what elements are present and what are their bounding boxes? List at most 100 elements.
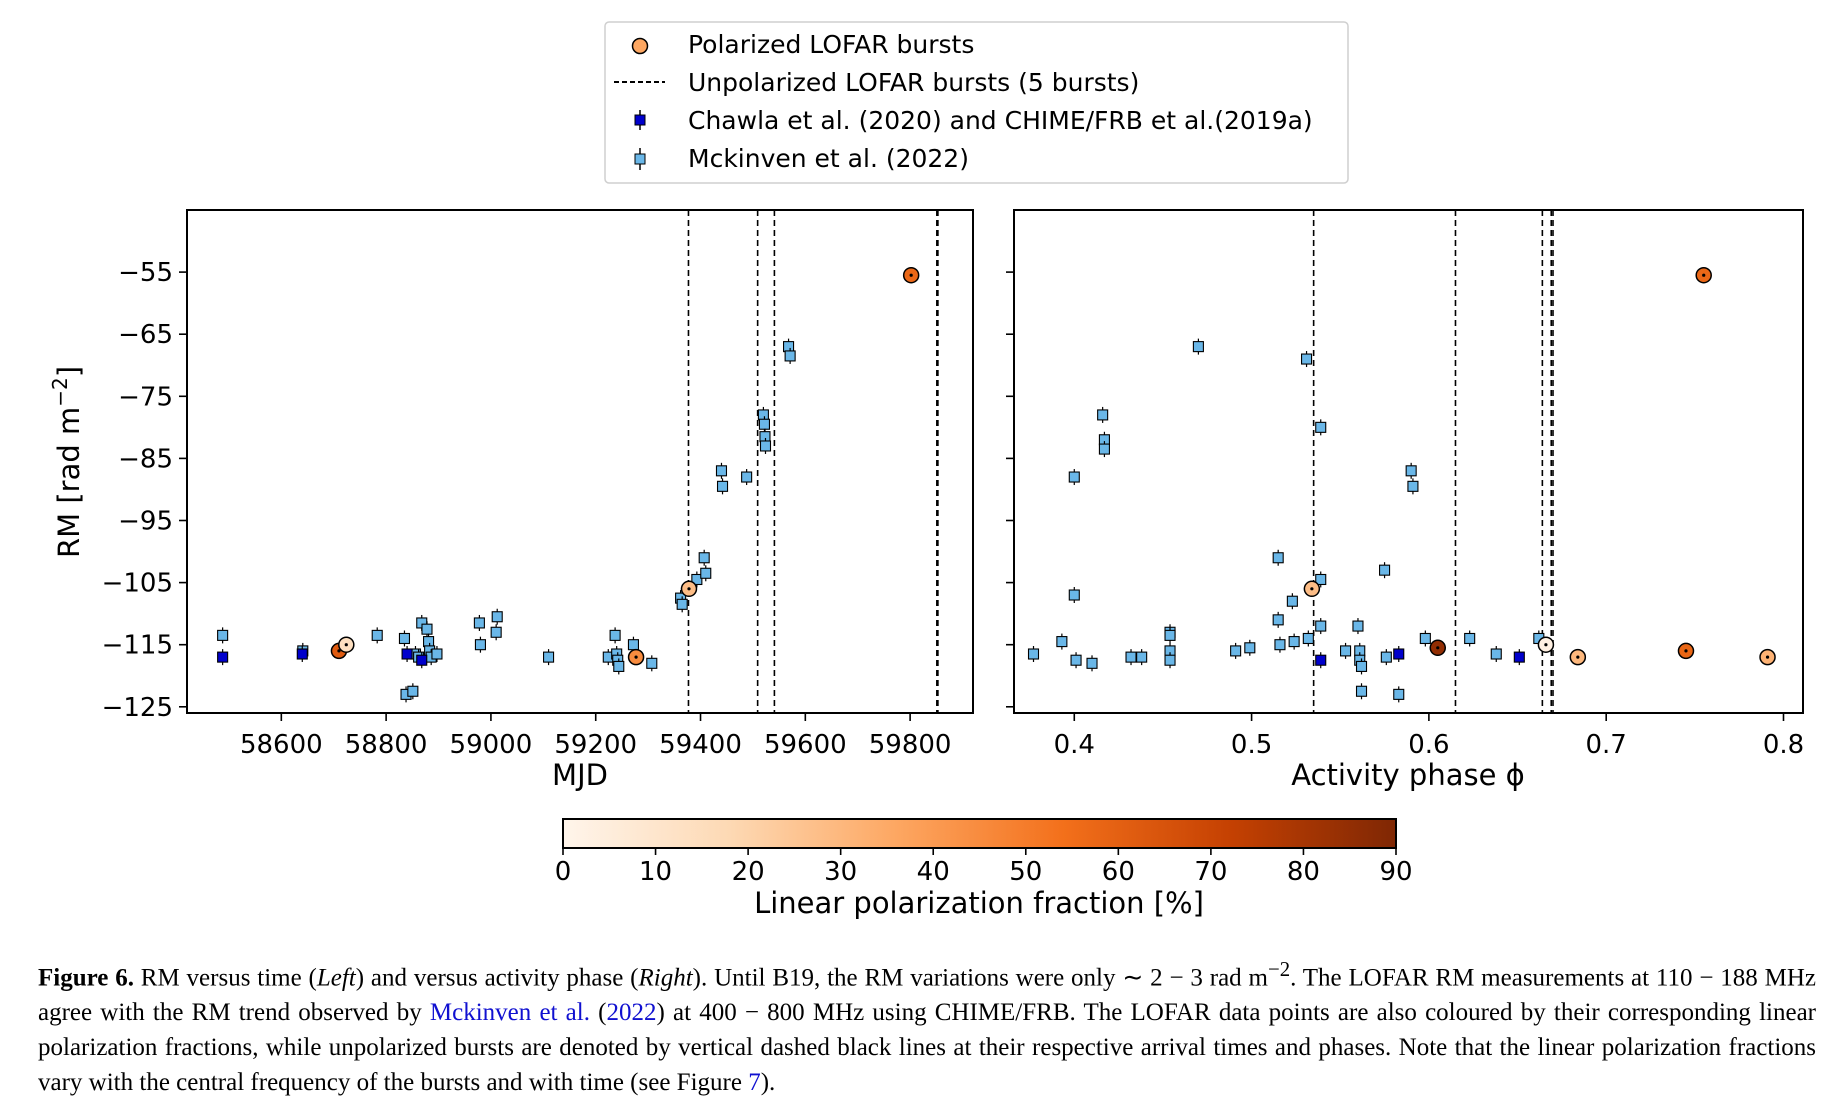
mckinven-point — [1302, 632, 1314, 645]
polarized-burst-errorbar — [687, 587, 691, 591]
legend-item-chawla: Chawla et al. (2020) and CHIME/FRB et al… — [634, 106, 1313, 135]
left-data-points — [217, 266, 920, 703]
polarized-burst-errorbar — [1576, 655, 1580, 659]
y-tick-label: −115 — [102, 631, 173, 661]
chawla-point — [401, 648, 413, 660]
mckinven-point — [627, 639, 639, 651]
mckinven-point — [1244, 642, 1256, 654]
mckinven-point — [759, 440, 772, 452]
mckinven-point — [1355, 685, 1368, 697]
mckinven-point — [1405, 465, 1417, 477]
caption-text: ( — [589, 999, 607, 1027]
caption-reference-link[interactable]: Mckinven et al. — [429, 999, 590, 1027]
mckinven-point — [407, 685, 419, 697]
chawla-point — [1393, 648, 1405, 660]
mckinven-point — [609, 629, 621, 641]
colorbar-tick-label: 50 — [1009, 857, 1042, 887]
mckinven-point — [783, 341, 795, 353]
colorbar-tick-label: 10 — [639, 857, 672, 887]
right-unpolarized-lines — [1312, 210, 1554, 713]
x-tick-label: 58600 — [240, 730, 323, 760]
caption-text: . The LOFAR RM measurements at 110 − 188… — [38, 964, 1816, 1027]
mckinven-point — [1125, 651, 1137, 663]
caption-figure-link[interactable]: 7 — [748, 1069, 761, 1097]
mckinven-point — [758, 418, 770, 430]
mckinven-point — [715, 465, 728, 477]
polarized-burst-errorbar — [634, 655, 638, 659]
mckinven-point — [398, 632, 411, 645]
x-tick-label: 0.5 — [1231, 730, 1272, 760]
panel-right-activity-phase: 0.4 0.5 0.6 0.7 0.8 Activity phase ϕ — [1006, 209, 1804, 792]
mckinven-point — [613, 660, 625, 672]
mckinven-point — [757, 409, 769, 421]
mckinven-point — [676, 598, 688, 610]
mckinven-point — [1315, 620, 1327, 632]
mckinven-point — [1192, 341, 1204, 353]
mckinven-point — [741, 471, 753, 483]
mckinven-point — [1288, 636, 1300, 648]
mckinven-point — [217, 629, 229, 641]
panel-left-mjd: 58600 58800 59000 59200 59400 59600 59800 −55 −6… — [48, 209, 974, 792]
x-tick-label: 59600 — [764, 730, 847, 760]
y-tick-label: −105 — [102, 569, 173, 599]
colorbar-tick-label: 70 — [1194, 857, 1227, 887]
legend-label-polarized: Polarized LOFAR bursts — [688, 30, 974, 59]
polarized-burst-errorbar — [344, 643, 348, 647]
mckinven-point — [1352, 620, 1364, 632]
colorbar-tick-label: 30 — [824, 857, 857, 887]
caption-text: ). — [760, 1069, 776, 1097]
caption-right: Right — [638, 964, 693, 992]
mckinven-point — [473, 617, 485, 629]
caption-text: ) and versus activity phase ( — [355, 964, 639, 992]
mckinven-point — [1490, 648, 1502, 660]
legend: Polarized LOFAR bursts Unpolarized LOFAR… — [604, 21, 1349, 184]
mckinven-point — [1230, 645, 1242, 657]
mckinven-point — [1379, 564, 1391, 576]
colorbar-tick-label: 90 — [1379, 857, 1412, 887]
chawla-point — [296, 648, 308, 660]
polarized-burst-errorbar — [337, 649, 341, 653]
mckinven-point — [371, 629, 383, 641]
mckinven-point — [700, 567, 712, 579]
mckinven-point — [1068, 471, 1080, 483]
x-tick-label: 0.6 — [1408, 730, 1449, 760]
mckinven-point — [1301, 353, 1313, 365]
polarized-burst-errorbar — [909, 273, 913, 277]
legend-label-unpolarized: Unpolarized LOFAR bursts (5 bursts) — [688, 68, 1139, 97]
colorbar: 0 10 20 30 40 50 60 70 80 90 Linear polarization … — [555, 818, 1413, 920]
mckinven-point — [698, 552, 710, 564]
caption-superscript: −2 — [1267, 957, 1291, 981]
mckinven-point — [1315, 421, 1327, 433]
mckinven-point — [491, 611, 503, 623]
legend-item-mckinven: Mckinven et al. (2022) — [634, 144, 969, 173]
mckinven-point — [543, 651, 555, 663]
caption-reference-year-link[interactable]: 2022 — [606, 999, 657, 1027]
mckinven-point — [1056, 636, 1068, 648]
x-tick-label: 59400 — [659, 730, 742, 760]
right-plot-frame — [1013, 209, 1804, 714]
mckinven-point — [716, 480, 729, 492]
mckinven-point — [474, 639, 486, 651]
mckinven-point — [691, 573, 703, 586]
mckinven-point — [1286, 595, 1298, 607]
x-tick-label: 58800 — [345, 730, 428, 760]
legend-marker-mckinven — [634, 153, 646, 165]
caption-text: RM versus time ( — [133, 964, 317, 992]
mckinven-point — [490, 626, 502, 638]
y-tick-label: −55 — [118, 258, 173, 288]
legend-frame — [604, 21, 1349, 184]
caption-figure-label: Figure 6. — [38, 964, 134, 992]
chawla-point — [416, 654, 428, 666]
left-y-axis-label: RM [rad m−2] — [48, 366, 86, 558]
chawla-point — [1315, 654, 1327, 666]
caption-left: Left — [316, 964, 356, 992]
mckinven-point — [1419, 632, 1431, 645]
x-tick-label: 0.4 — [1054, 730, 1095, 760]
polarized-burst-errorbar — [1684, 649, 1688, 653]
y-tick-label: −95 — [118, 506, 173, 536]
mckinven-point — [431, 648, 443, 660]
legend-label-mckinven: Mckinven et al. (2022) — [688, 144, 969, 173]
polarized-burst-errorbar — [1544, 643, 1548, 647]
mckinven-point — [1393, 688, 1405, 700]
